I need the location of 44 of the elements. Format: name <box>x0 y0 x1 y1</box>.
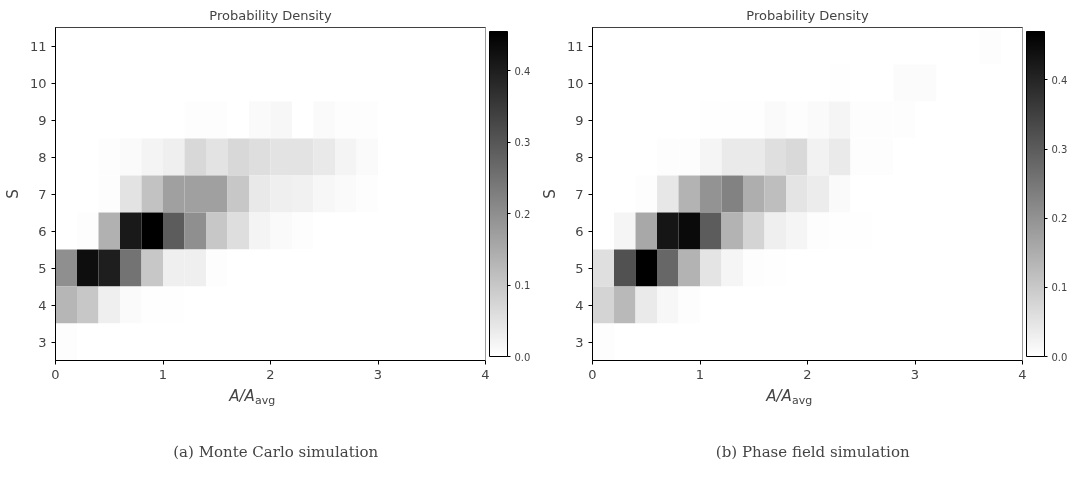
y-axis-title: S <box>3 189 22 199</box>
y-tick-label: 10 <box>29 75 47 91</box>
y-tick-label: 4 <box>38 297 47 313</box>
y-tick-label: 8 <box>575 149 584 165</box>
text: (a) Monte Carlo simulation <box>173 442 379 461</box>
x-tick-label: 0 <box>51 366 60 382</box>
color-bar-label: 0.1 <box>514 280 531 292</box>
color-bar-label: 0.4 <box>514 65 531 77</box>
color-bar-label: 0.3 <box>514 137 531 149</box>
x-tick-label: 2 <box>803 366 812 382</box>
x-tick-label: 1 <box>158 366 168 382</box>
x-tick-label: 3 <box>910 366 920 382</box>
x-tick-label: 4 <box>1018 366 1027 382</box>
color-bar-label: 0.2 <box>1051 213 1068 225</box>
color-bar-label: 0.2 <box>514 208 531 220</box>
y-tick-label: 9 <box>575 112 584 128</box>
y-axis-title: S <box>540 189 559 199</box>
y-tick-label: 10 <box>566 75 584 91</box>
chart-title: Probability Density <box>746 7 869 23</box>
y-tick-label: 8 <box>38 149 47 165</box>
color-bar-label: 0.0 <box>514 351 531 363</box>
color-bar-label: 0.1 <box>1051 282 1068 294</box>
y-tick-label: 3 <box>575 334 584 350</box>
y-tick-label: 7 <box>38 186 47 202</box>
color-bar-label: 0.4 <box>1051 74 1068 86</box>
y-tick-label: 7 <box>575 186 584 202</box>
color-bar-label: 0.0 <box>1051 351 1068 363</box>
color-bar-label: 0.3 <box>1051 144 1068 156</box>
x-tick-label: 0 <box>588 366 597 382</box>
text: (b) Phase field simulation <box>715 442 910 461</box>
chart-title: Probability Density <box>209 7 332 23</box>
y-tick-label: 11 <box>29 38 47 54</box>
y-tick-label: 5 <box>575 260 584 276</box>
y-tick-label: 4 <box>575 297 584 313</box>
x-tick-label: 3 <box>373 366 383 382</box>
y-tick-label: 3 <box>38 334 47 350</box>
y-tick-label: 6 <box>575 223 584 239</box>
y-tick-label: 5 <box>38 260 47 276</box>
x-tick-label: 2 <box>266 366 275 382</box>
y-tick-label: 11 <box>566 38 584 54</box>
x-tick-label: 1 <box>695 366 705 382</box>
y-tick-label: 9 <box>38 112 47 128</box>
x-tick-label: 4 <box>481 366 490 382</box>
y-tick-label: 6 <box>38 223 47 239</box>
